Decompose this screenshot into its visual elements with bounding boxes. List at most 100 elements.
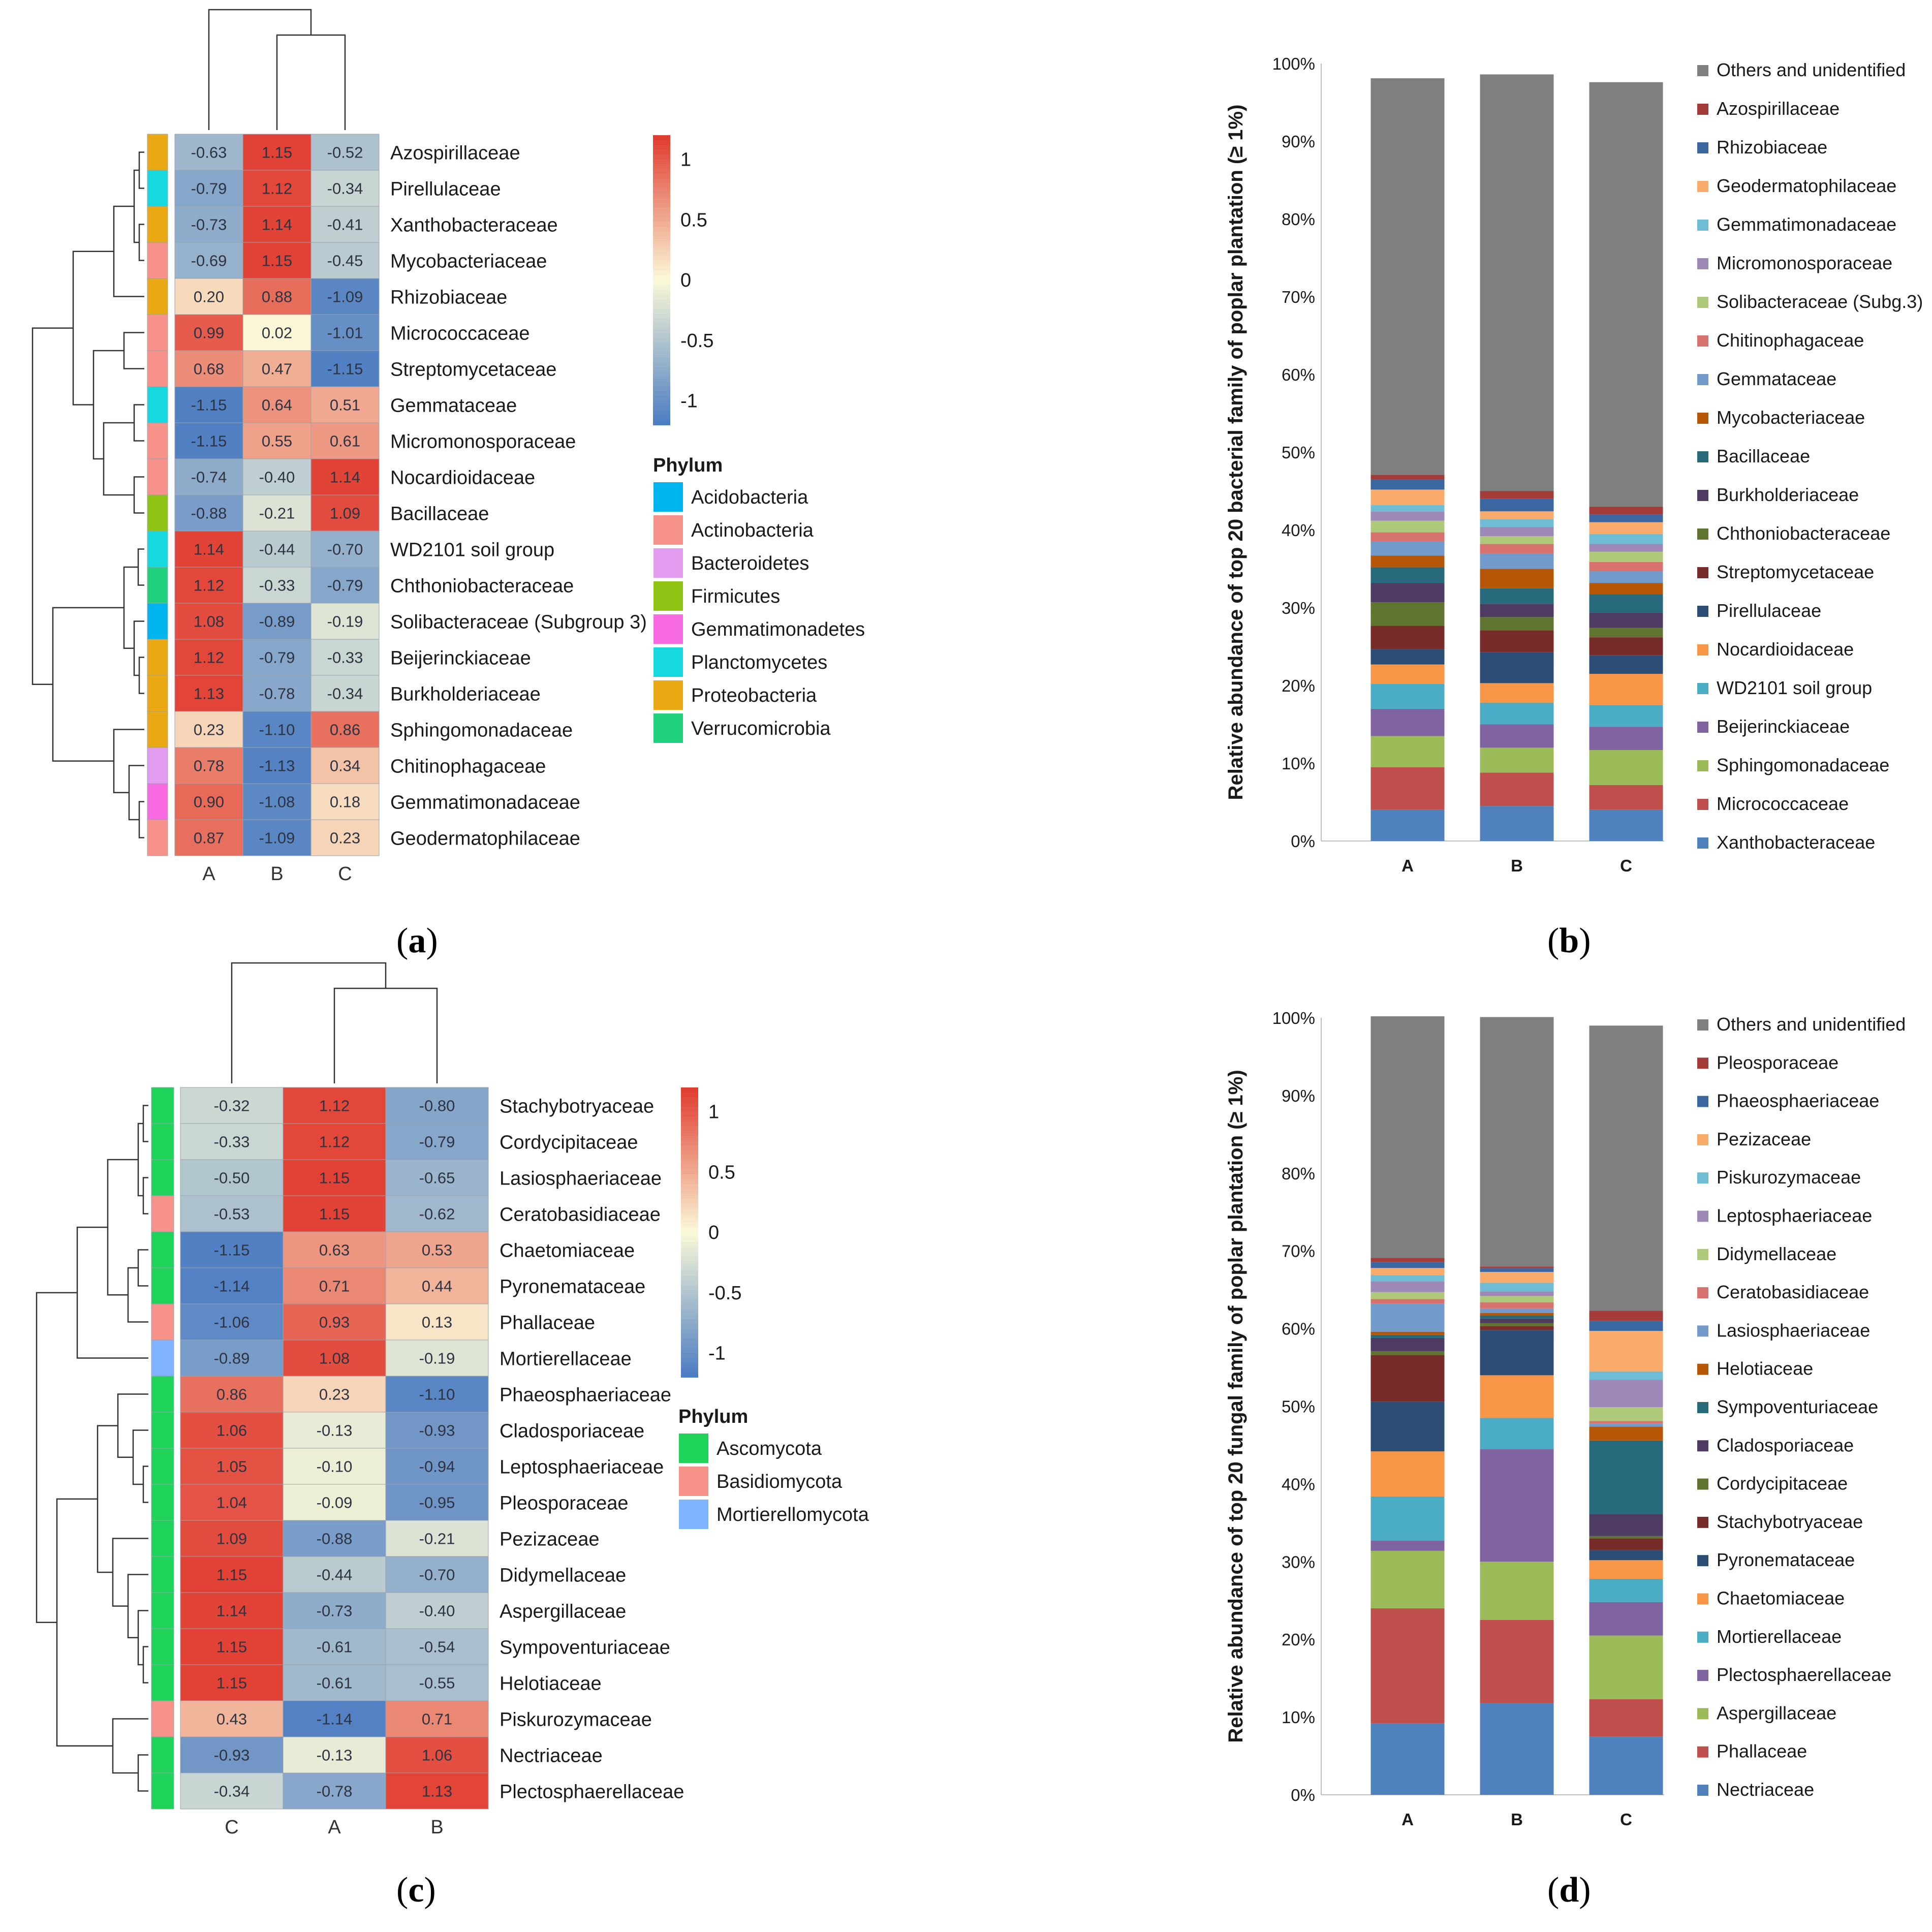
bar-segment <box>1480 1266 1554 1268</box>
heat-cell <box>242 458 311 495</box>
color-scale-step <box>681 1343 698 1349</box>
color-scale-step <box>681 1358 698 1363</box>
color-scale-step <box>681 1353 698 1358</box>
phylum-legend-label: Mortierellomycota <box>716 1504 869 1525</box>
heat-cell <box>283 1700 386 1737</box>
heat-cell <box>242 170 311 207</box>
color-scale-step <box>653 207 670 213</box>
heat-cell-value: -0.78 <box>259 685 295 703</box>
phylum-strip-cell <box>151 1123 174 1160</box>
color-scale-step <box>653 149 670 155</box>
legend-swatch <box>1697 837 1708 849</box>
row-dendrogram-branch <box>142 1177 148 1214</box>
heat-cell-value: 1.09 <box>330 505 360 522</box>
heat-cell-value: -0.95 <box>419 1494 455 1512</box>
color-scale-tick: -1 <box>708 1343 726 1364</box>
heat-cell-value: -0.89 <box>214 1350 250 1367</box>
heat-cell <box>180 1484 284 1521</box>
heat-cell-value: 1.12 <box>194 649 224 667</box>
legend-label: Nocardioidaceae <box>1717 639 1854 660</box>
heat-cell-value: 0.71 <box>422 1710 452 1728</box>
phylum-strip-cell <box>147 531 168 568</box>
heat-cell <box>385 1484 489 1521</box>
color-scale-step <box>681 1237 698 1242</box>
legend-label: Pezizaceae <box>1717 1129 1811 1149</box>
legend-swatch <box>1697 1172 1708 1184</box>
phylum-legend-label: Gemmatimonadetes <box>691 619 865 640</box>
row-dendrogram-branch <box>137 1249 148 1287</box>
legend-swatch <box>1697 1670 1708 1681</box>
color-scale-step <box>653 275 670 281</box>
bar-segment <box>1370 767 1445 810</box>
heat-cell <box>310 639 380 676</box>
legend-label: Stachybotryaceae <box>1717 1511 1863 1532</box>
legend-swatch <box>1697 1440 1708 1452</box>
color-scale-step <box>681 1333 698 1339</box>
bar-segment <box>1370 1351 1445 1355</box>
bar-segment <box>1480 1017 1554 1267</box>
row-label: Pezizaceae <box>500 1529 599 1550</box>
heat-cell <box>385 1339 489 1377</box>
bar-segment <box>1589 612 1663 628</box>
bar-segment <box>1370 1451 1445 1497</box>
phylum-strip-cell <box>151 1700 174 1737</box>
color-scale-step <box>681 1189 698 1194</box>
heat-cell-value: -0.63 <box>191 144 227 162</box>
heat-cell-value: -0.50 <box>214 1169 250 1187</box>
heat-cell <box>174 639 243 676</box>
heat-cell-value: -1.08 <box>259 793 295 811</box>
color-scale-step <box>681 1319 698 1325</box>
phylum-legend-swatch <box>652 679 684 711</box>
y-tick-label: 100% <box>1272 1009 1315 1027</box>
heat-cell-value: -1.09 <box>327 288 363 306</box>
y-tick-label: 0% <box>1291 1786 1315 1804</box>
bar-segment <box>1370 505 1445 512</box>
bar-segment <box>1589 1321 1663 1331</box>
color-scale-step <box>681 1169 698 1175</box>
bar-segment <box>1589 1560 1663 1579</box>
heat-cell <box>174 278 243 315</box>
row-label: Azospirillaceae <box>390 143 520 164</box>
heat-cell <box>180 1664 284 1701</box>
phylum-strip-cell <box>151 1556 174 1593</box>
color-scale-step <box>653 261 670 266</box>
heat-cell <box>310 134 380 171</box>
heat-cell <box>385 1448 489 1485</box>
bar-segment <box>1370 1262 1445 1268</box>
color-scale-step <box>653 309 670 315</box>
color-scale-step <box>653 135 670 141</box>
heat-cell-value: -0.34 <box>327 685 363 703</box>
heat-cell-value: 0.02 <box>262 324 292 342</box>
heat-cell <box>180 1267 284 1304</box>
bar-segment <box>1480 553 1554 569</box>
bar-segment <box>1480 1562 1554 1620</box>
heat-cell-value: 0.44 <box>422 1277 452 1295</box>
color-scale-step <box>681 1304 698 1310</box>
bar-segment <box>1589 1025 1663 1311</box>
row-label: Beijerinckiaceae <box>390 648 531 669</box>
heat-cell-value: -0.73 <box>191 216 227 234</box>
heat-cell-value: -0.19 <box>327 613 363 631</box>
bar-segment <box>1480 630 1554 652</box>
color-scale-step <box>653 386 670 392</box>
row-dendrogram-branch <box>132 1429 148 1485</box>
heat-cell-value: -0.40 <box>259 469 295 486</box>
color-scale-step <box>653 415 670 421</box>
heat-cell-value: -0.79 <box>419 1133 455 1151</box>
color-scale-step <box>653 338 670 344</box>
phylum-legend-label: Ascomycota <box>716 1438 822 1459</box>
row-dendrogram-branch <box>97 1425 118 1573</box>
heat-cell-value: 1.05 <box>216 1458 247 1476</box>
legend-label: Micromonosporaceae <box>1717 253 1892 273</box>
heat-cell-value: 0.47 <box>262 360 292 378</box>
phylum-strip-cell <box>147 675 168 712</box>
bar-segment <box>1480 683 1554 703</box>
color-scale-tick: -0.5 <box>708 1283 741 1304</box>
legend-swatch <box>1697 722 1708 733</box>
bar-segment <box>1370 541 1445 556</box>
color-scale-step <box>653 256 670 261</box>
bar-segment <box>1589 750 1663 785</box>
row-label: Stachybotryaceae <box>500 1096 654 1117</box>
legend-label: Rhizobiaceae <box>1717 137 1827 158</box>
